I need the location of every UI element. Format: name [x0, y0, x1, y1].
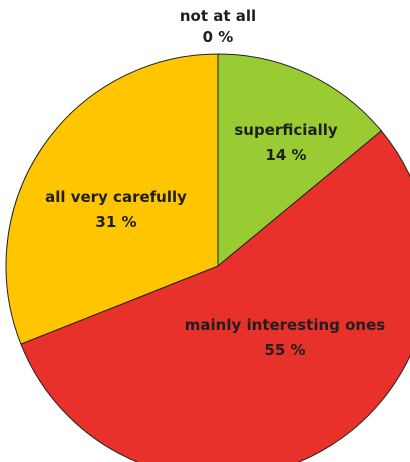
label-superficially-value: 14 %	[265, 146, 306, 164]
label-not-at-all-name: not at all	[180, 7, 256, 25]
label-superficially-name: superficially	[234, 121, 337, 139]
label-mainly-interesting-value: 55 %	[264, 341, 305, 359]
label-mainly-interesting-name: mainly interesting ones	[185, 316, 385, 334]
pie-slices	[6, 54, 410, 462]
label-all-very-carefully-name: all very carefully	[45, 188, 187, 206]
label-all-very-carefully-value: 31 %	[95, 213, 136, 231]
label-not-at-all-value: 0 %	[203, 28, 234, 46]
label-not-at-all: not at all 0 %	[180, 7, 256, 46]
